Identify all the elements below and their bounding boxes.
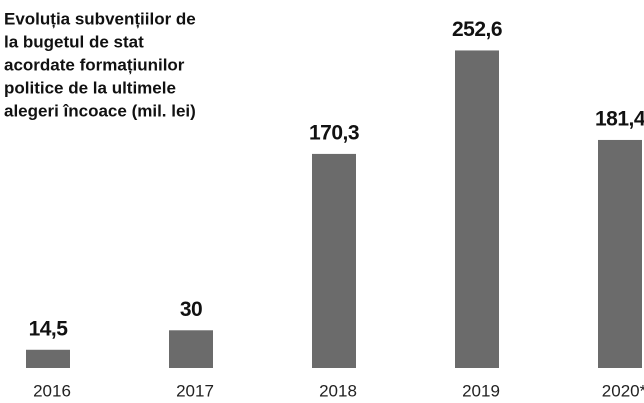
value-label: 252,6: [452, 18, 502, 41]
chart-title: la bugetul de stat: [4, 32, 144, 51]
value-label: 30: [180, 298, 202, 321]
bar: [169, 330, 213, 368]
chart-title: alegeri încoace (mil. lei): [4, 101, 196, 120]
bar: [312, 153, 356, 368]
chart-title: Evoluția subvențiilor de: [4, 9, 196, 28]
value-label: 181,4: [595, 108, 644, 131]
x-tick-label: 2019: [462, 381, 500, 400]
x-tick-label: 2016: [33, 381, 71, 400]
x-tick-label: 2020*: [602, 381, 644, 400]
chart-title: politice de la ultimele: [4, 78, 176, 97]
x-tick-label: 2017: [176, 381, 214, 400]
x-tick-label: 2018: [319, 381, 357, 400]
bar: [26, 349, 70, 368]
bar: [455, 50, 499, 369]
bar: [598, 139, 642, 368]
chart-title: acordate formațiunilor: [4, 55, 185, 74]
value-label: 170,3: [309, 121, 359, 144]
value-label: 14,5: [29, 317, 69, 340]
